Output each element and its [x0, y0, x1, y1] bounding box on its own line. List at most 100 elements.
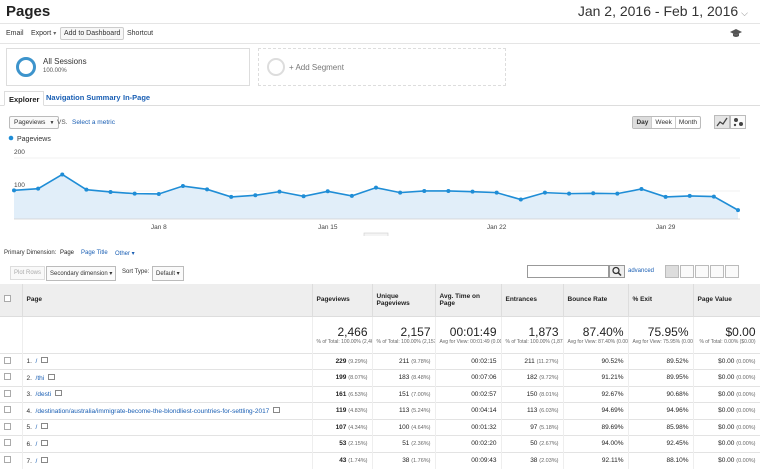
- row-rank: 1.: [26, 358, 32, 366]
- add-to-dashboard-button[interactable]: Add to Dashboard: [60, 27, 125, 40]
- exit-cell: 92.45%: [628, 435, 694, 452]
- exit-cell: 90.68%: [628, 385, 694, 403]
- shortcut-button[interactable]: Shortcut: [127, 30, 154, 37]
- dimension-page-title-link[interactable]: Page Title: [81, 250, 108, 256]
- open-page-icon[interactable]: [55, 390, 63, 397]
- open-page-icon[interactable]: [41, 439, 49, 446]
- motion-chart-toggle-icon[interactable]: [730, 115, 746, 129]
- table-row[interactable]: 4. /destination/australia/immigrate-beco…: [0, 402, 760, 419]
- checkbox[interactable]: [4, 373, 11, 381]
- checkbox[interactable]: [4, 389, 11, 397]
- table-row[interactable]: 3. /desti 161 (6.53%) 151 (7.00%) 00:02:57 1…: [0, 385, 760, 403]
- row-checkbox-cell[interactable]: [0, 451, 23, 469]
- row-rank: 4.: [26, 407, 32, 415]
- column-header-unique-pageviews[interactable]: Unique Pageviews: [372, 284, 436, 316]
- search-button[interactable]: [609, 265, 625, 278]
- column-header-bounce-rate[interactable]: Bounce Rate: [563, 284, 629, 316]
- open-page-icon[interactable]: [41, 456, 49, 463]
- pivot-view-icon[interactable]: [725, 265, 739, 278]
- page-link[interactable]: /: [35, 440, 38, 448]
- unique-pageviews-cell: 183 (8.48%): [372, 369, 436, 386]
- open-page-icon[interactable]: [41, 423, 49, 430]
- checkbox[interactable]: [4, 406, 11, 414]
- column-header-entrances[interactable]: Entrances: [501, 284, 564, 316]
- email-button[interactable]: Email: [6, 30, 24, 37]
- row-checkbox-cell[interactable]: [0, 435, 23, 452]
- comparison-view-icon[interactable]: [710, 265, 724, 278]
- plot-rows-button[interactable]: Plot Rows: [10, 266, 46, 280]
- legend-dot: [8, 135, 14, 141]
- percentage-view-icon[interactable]: [680, 265, 694, 278]
- line-chart-toggle-icon[interactable]: [714, 115, 730, 129]
- page-cell[interactable]: 7. /: [22, 451, 313, 469]
- column-header-pageviews[interactable]: Pageviews: [312, 284, 373, 316]
- open-page-icon[interactable]: [48, 373, 56, 380]
- row-checkbox-cell[interactable]: [0, 385, 23, 403]
- granularity-day-button[interactable]: Day: [633, 117, 653, 128]
- page-cell[interactable]: 3. /desti: [22, 385, 313, 403]
- x-tick-label: Jan 15: [318, 224, 338, 231]
- metric-selector[interactable]: Pageviews ▼: [9, 116, 60, 129]
- advanced-filter-link[interactable]: advanced: [628, 268, 655, 274]
- exit-cell: 89.52%: [628, 352, 694, 370]
- row-checkbox-cell[interactable]: [0, 418, 23, 436]
- table-search-input[interactable]: [527, 265, 609, 278]
- page-link[interactable]: /: [35, 424, 38, 432]
- row-checkbox-cell[interactable]: [0, 402, 23, 419]
- caret-down-icon: ▾: [53, 31, 57, 37]
- x-tick-label: Jan 29: [656, 224, 676, 231]
- select-metric-link[interactable]: Select a metric: [72, 119, 115, 126]
- table-row[interactable]: 6. /53 (2.15%) 51 (2.36%) 00:02:20 50 (2.67…: [0, 435, 760, 452]
- unique-pageviews-cell: 51 (2.36%): [372, 435, 436, 452]
- data-table-view-icon[interactable]: [665, 265, 679, 278]
- page-link[interactable]: /: [35, 358, 38, 366]
- tab-navigation-summary[interactable]: Navigation Summary: [46, 93, 121, 102]
- entrances-cell: 97 (5.18%): [501, 418, 564, 436]
- table-row[interactable]: 7. /43 (1.74%) 38 (1.76%) 00:09:43 38 (2.03…: [0, 451, 760, 469]
- tab-explorer[interactable]: Explorer: [4, 91, 45, 106]
- dimension-other-link[interactable]: Other ▾: [115, 251, 135, 257]
- data-point: [422, 188, 427, 193]
- page-cell[interactable]: 2. /thi: [22, 369, 313, 386]
- page-link[interactable]: /desti: [35, 391, 52, 399]
- granularity-month-button[interactable]: Month: [678, 119, 697, 126]
- export-button[interactable]: Export ▾: [28, 28, 59, 39]
- add-segment-button[interactable]: + Add Segment: [258, 48, 506, 86]
- sort-type-dropdown[interactable]: Default ▾: [152, 266, 184, 281]
- row-checkbox-cell[interactable]: [0, 369, 23, 386]
- table-row[interactable]: 2. /thi 199 (8.07%) 183 (8.48%) 00:07:06 182…: [0, 369, 760, 386]
- column-header-page-value[interactable]: Page Value: [693, 284, 760, 316]
- performance-view-icon[interactable]: [695, 265, 709, 278]
- row-checkbox-cell[interactable]: [0, 352, 23, 370]
- checkbox[interactable]: [4, 439, 11, 447]
- page-cell[interactable]: 4. /destination/australia/immigrate-beco…: [22, 402, 313, 419]
- select-all-checkbox-cell[interactable]: [0, 284, 23, 316]
- page-link[interactable]: /thi: [35, 374, 45, 382]
- table-row[interactable]: 1. /229 (9.29%) 211 (9.78%) 00:02:15 211 (1…: [0, 352, 760, 370]
- page-value-cell: $0.00 (0.00%): [693, 369, 760, 386]
- graduation-cap-icon[interactable]: [730, 28, 742, 38]
- open-page-icon[interactable]: [41, 357, 49, 364]
- page-cell[interactable]: 6. /: [22, 435, 313, 452]
- y-tick-label: 200: [14, 149, 25, 156]
- column-header-page[interactable]: Page: [22, 284, 313, 316]
- column-header-exit[interactable]: % Exit: [628, 284, 694, 316]
- exit-cell: 94.96%: [628, 402, 694, 419]
- secondary-dimension-dropdown[interactable]: Secondary dimension ▾: [46, 266, 117, 281]
- data-point: [663, 194, 668, 199]
- checkbox[interactable]: [4, 295, 11, 303]
- page-link[interactable]: /destination/australia/immigrate-become-…: [35, 407, 270, 415]
- checkbox[interactable]: [4, 356, 11, 364]
- granularity-week-button[interactable]: Week: [652, 117, 676, 128]
- date-range-picker[interactable]: Jan 2, 2016 - Feb 1, 2016 ⌵: [578, 3, 748, 19]
- segment-all-sessions[interactable]: All Sessions 100.00%: [6, 48, 250, 86]
- page-cell[interactable]: 1. /: [22, 352, 313, 370]
- checkbox[interactable]: [4, 422, 11, 430]
- tab-in-page[interactable]: In-Page: [123, 93, 151, 102]
- open-page-icon[interactable]: [273, 406, 281, 413]
- page-cell[interactable]: 5. /: [22, 418, 313, 436]
- checkbox[interactable]: [4, 456, 11, 463]
- column-header-avg-time-on-page[interactable]: Avg. Time on Page: [435, 284, 502, 316]
- date-range-label: Jan 2, 2016 - Feb 1, 2016: [577, 3, 739, 19]
- table-row[interactable]: 5. /107 (4.34%) 100 (4.64%) 00:01:32 97 (5.…: [0, 418, 760, 436]
